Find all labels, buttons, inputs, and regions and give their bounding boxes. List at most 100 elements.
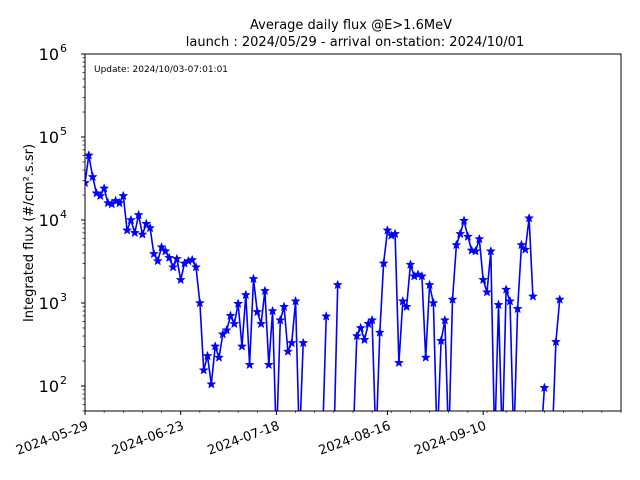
data-point xyxy=(512,303,523,314)
y-axis-label: Integrated flux (#/cm².s.sr) xyxy=(22,144,37,322)
data-point xyxy=(416,270,427,281)
data-point xyxy=(420,352,431,362)
data-point xyxy=(164,252,175,263)
data-point xyxy=(160,245,171,256)
data-point xyxy=(436,335,447,346)
data-point xyxy=(439,314,450,325)
data-point xyxy=(485,245,496,256)
data-point xyxy=(233,298,244,309)
series-line xyxy=(542,387,546,411)
data-point xyxy=(122,225,133,235)
data-point xyxy=(321,311,332,321)
y-tick-label: 10 xyxy=(39,128,59,147)
data-point xyxy=(474,233,485,244)
data-point xyxy=(367,314,378,325)
data-point xyxy=(129,227,140,238)
y-tick-label: 10 xyxy=(39,45,59,64)
data-point xyxy=(527,291,538,301)
data-point xyxy=(85,150,94,160)
data-point xyxy=(87,171,98,182)
data-point xyxy=(118,190,129,201)
data-point xyxy=(213,352,225,362)
data-point xyxy=(152,255,163,266)
data-point xyxy=(405,259,416,269)
series-line xyxy=(353,217,534,411)
y-tick-label: 10 xyxy=(39,294,59,313)
data-point xyxy=(141,218,152,229)
data-point xyxy=(275,314,286,325)
data-point xyxy=(244,359,255,370)
data-point xyxy=(374,327,385,337)
data-point xyxy=(501,284,512,294)
data-point xyxy=(114,197,125,208)
y-tick-exponent: 3 xyxy=(60,291,67,304)
data-point xyxy=(393,357,404,368)
data-point xyxy=(210,341,221,351)
data-point xyxy=(279,301,290,312)
data-point xyxy=(451,239,462,250)
series-line xyxy=(322,316,327,411)
data-point xyxy=(282,346,293,356)
data-point xyxy=(298,337,309,348)
data-point xyxy=(520,244,531,254)
data-point xyxy=(462,231,473,241)
chart-subtitle: launch : 2024/05/29 - arrival on-station… xyxy=(186,35,524,50)
data-point xyxy=(401,301,412,312)
data-point xyxy=(355,322,366,333)
data-point xyxy=(133,209,144,220)
data-point xyxy=(198,364,209,375)
data-point xyxy=(397,295,408,306)
y-tick-exponent: 6 xyxy=(60,42,67,55)
data-point xyxy=(351,330,362,341)
data-point xyxy=(252,306,263,317)
x-tick-label: 2024-05-29 xyxy=(14,419,90,459)
data-point xyxy=(458,215,470,226)
data-point xyxy=(137,229,148,239)
data-point xyxy=(202,350,213,361)
x-tick-label: 2024-06-23 xyxy=(110,419,186,459)
data-point xyxy=(267,305,278,316)
x-tick-label: 2024-07-18 xyxy=(206,419,282,459)
data-point xyxy=(187,254,198,265)
data-point xyxy=(516,239,527,250)
data-point xyxy=(263,359,274,370)
data-point xyxy=(493,299,504,310)
y-tick-exponent: 2 xyxy=(60,374,67,387)
data-point xyxy=(148,248,159,259)
y-tick-exponent: 5 xyxy=(60,125,67,138)
data-point xyxy=(554,294,565,304)
data-point xyxy=(382,225,393,235)
y-tick-exponent: 4 xyxy=(60,208,67,221)
update-annotation: Update: 2024/10/03-07:01:01 xyxy=(94,65,228,75)
data-point xyxy=(99,183,110,193)
data-point xyxy=(478,274,489,285)
x-tick-label: 2024-08-16 xyxy=(317,419,393,459)
data-point xyxy=(259,285,270,296)
data-point xyxy=(470,245,481,256)
data-point xyxy=(248,273,259,284)
data-point xyxy=(359,334,370,345)
data-point xyxy=(168,261,179,272)
data-point xyxy=(95,190,106,201)
data-point xyxy=(221,324,232,335)
data-point xyxy=(190,261,202,272)
data-point xyxy=(156,241,167,252)
data-point xyxy=(236,341,248,351)
data-point xyxy=(171,253,182,264)
data-point xyxy=(524,212,535,223)
chart-title: Average daily flux @E>1.6MeV xyxy=(250,18,452,33)
data-point xyxy=(286,337,297,348)
data-point xyxy=(428,297,439,308)
data-point xyxy=(290,295,301,306)
data-point xyxy=(85,177,91,188)
data-point xyxy=(539,382,550,393)
data-point xyxy=(175,274,186,285)
data-point xyxy=(256,318,267,329)
data-point xyxy=(145,222,156,233)
series-layer xyxy=(85,150,565,411)
series-line xyxy=(552,299,561,411)
data-point xyxy=(240,289,251,300)
plot-frame xyxy=(84,53,622,412)
